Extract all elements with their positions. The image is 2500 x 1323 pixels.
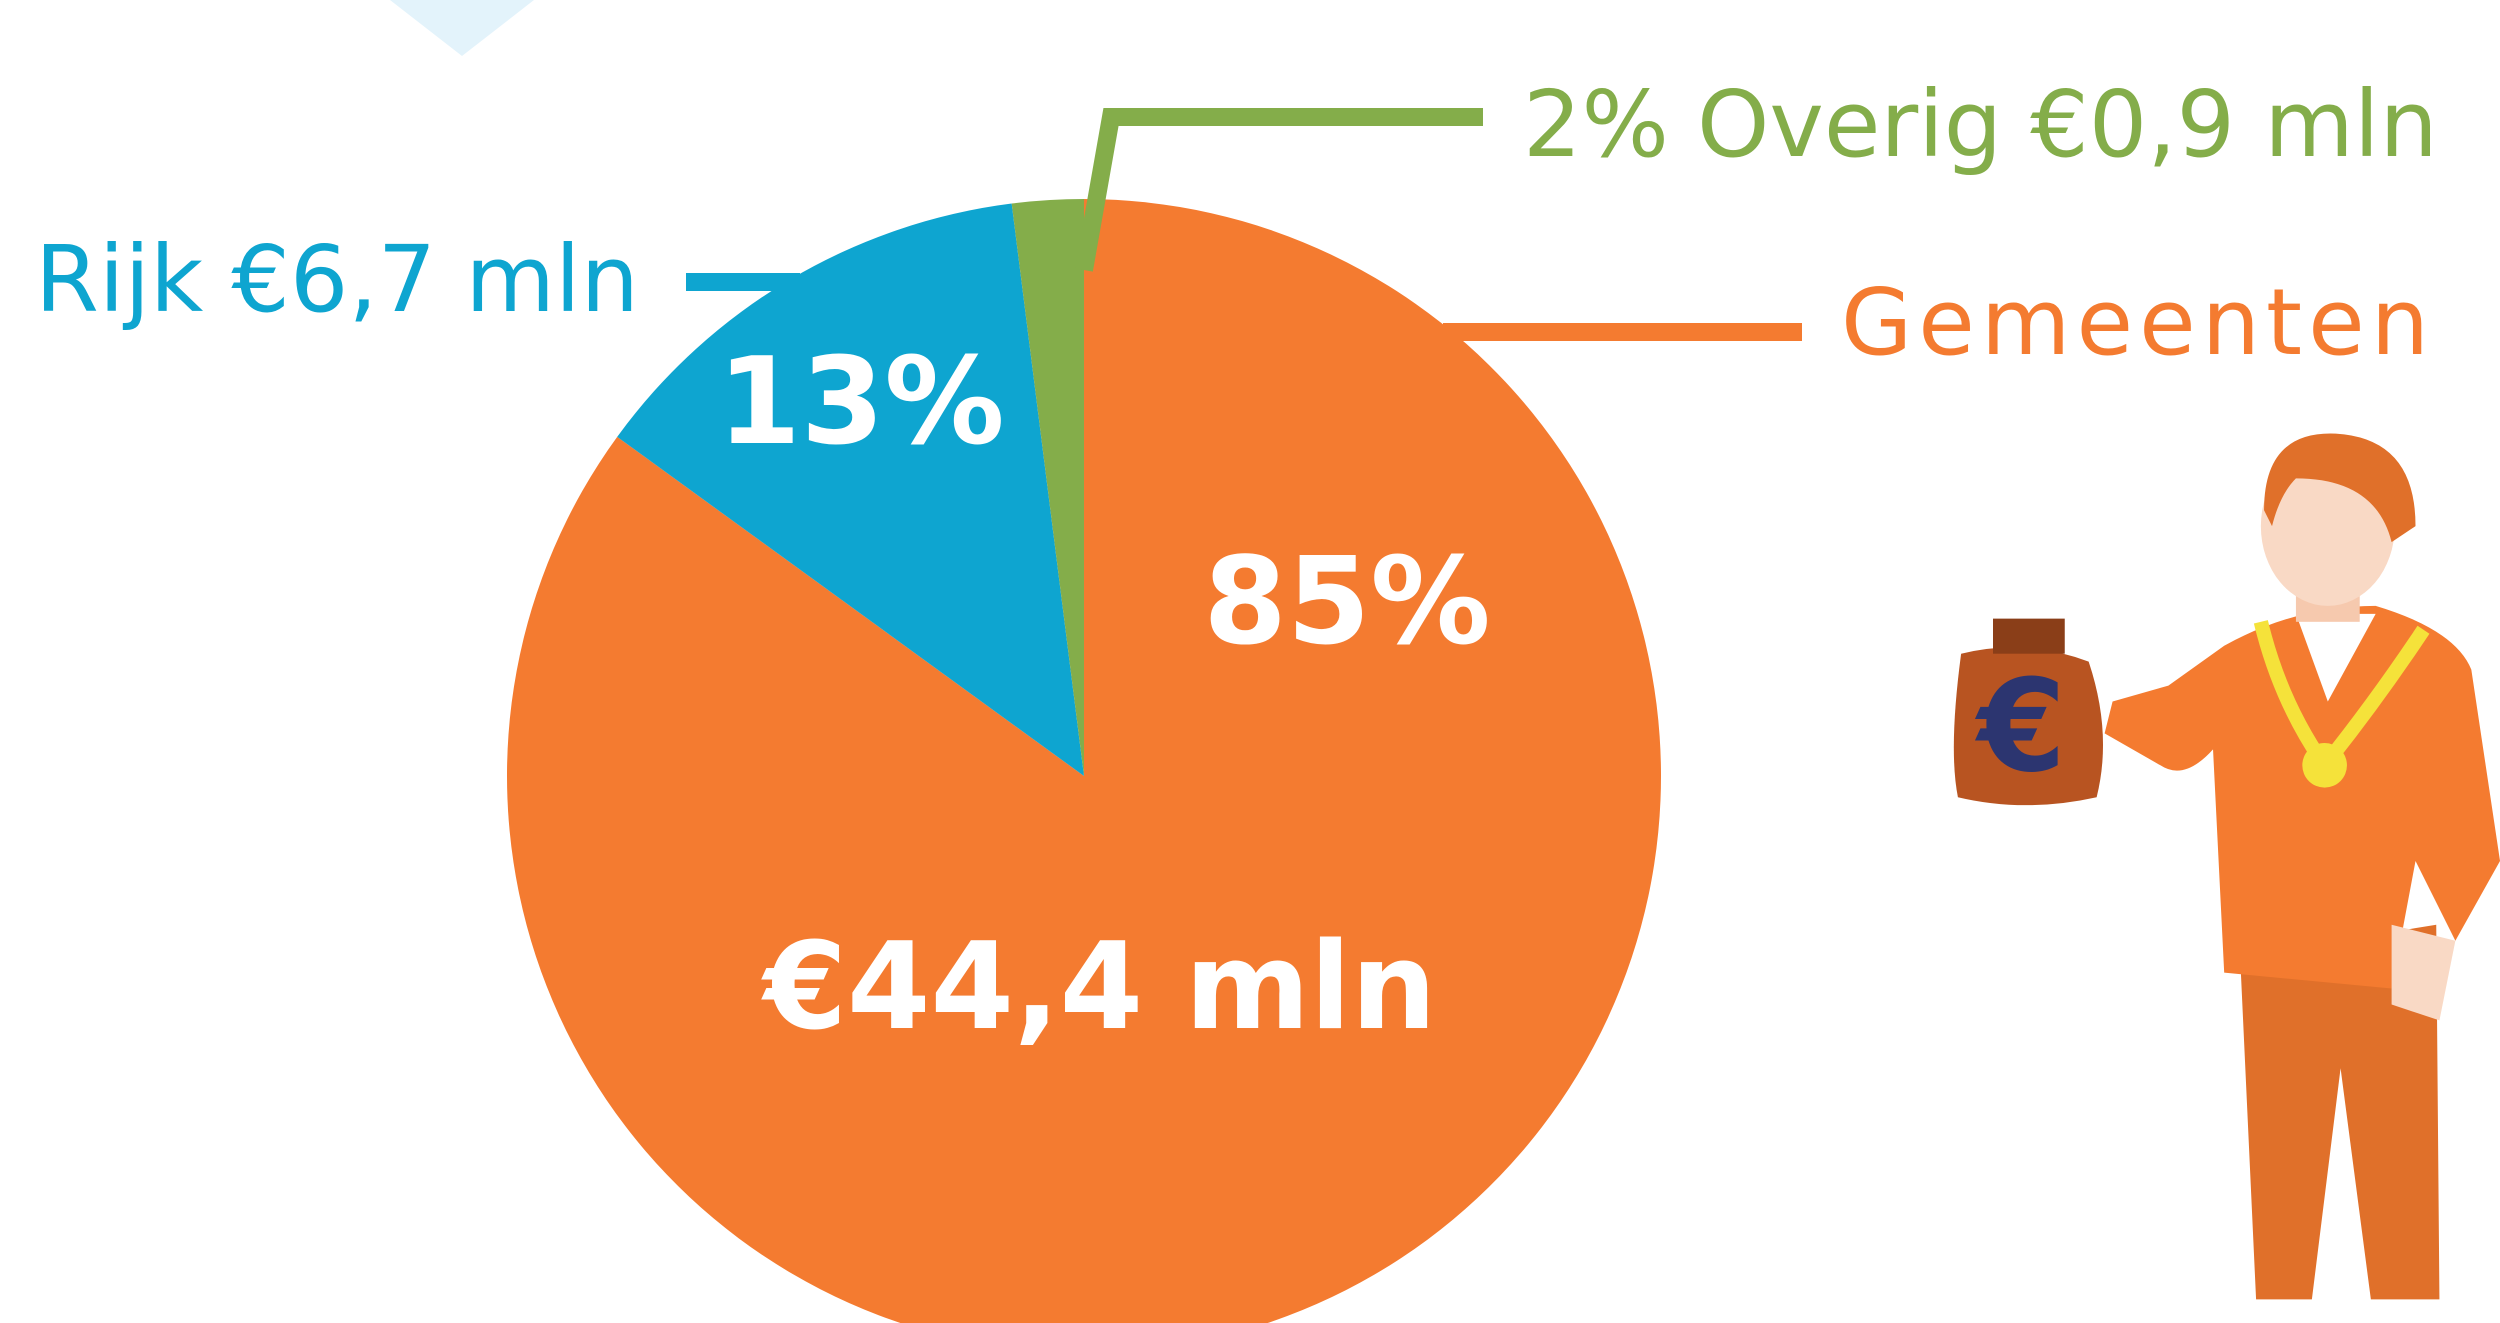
pie-slice [1011,199,1084,776]
amount-label: €6,7 mln [231,226,639,333]
value-label: 85% [1203,533,1490,672]
amount-label: €0,9 mln [2030,71,2438,178]
category-label: Rijk [35,226,204,333]
amount-label: €44,4 mln [761,918,1437,1057]
pie-slice [617,203,1084,777]
illustration: € [1953,433,2500,1300]
category-label: Gemeenten [1841,269,2435,376]
rijk-label: Rijk €6,7 mln [35,226,639,333]
overig-label: 2% Overig €0,9 mln [1523,71,2438,178]
value-label: 13% [717,333,1004,472]
value-label: 2% [1523,71,1669,178]
pie [507,199,1661,1323]
pie-slice [507,199,1661,1323]
euro-icon: € [1974,653,2066,801]
decoration [390,0,534,56]
leader-line [1075,108,1483,272]
category-label: Overig [1697,71,2002,178]
